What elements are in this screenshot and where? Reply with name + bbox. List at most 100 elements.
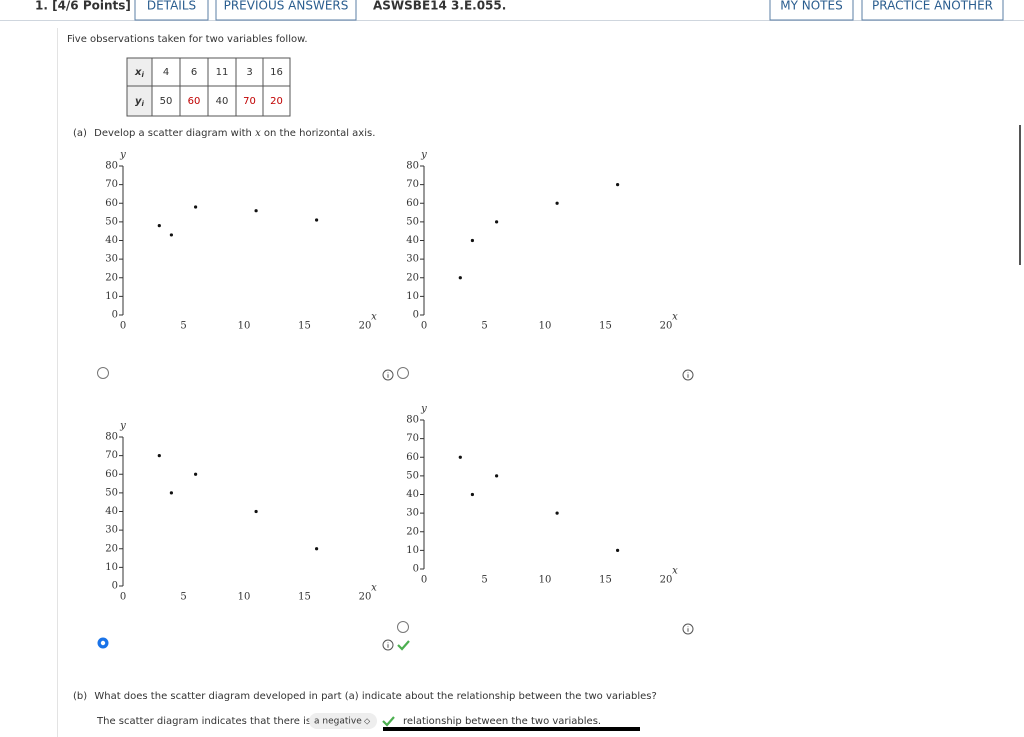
y-axis-label: y bbox=[420, 150, 427, 161]
table-value: 40 bbox=[216, 96, 229, 107]
radio[interactable] bbox=[397, 367, 409, 379]
y-tick-label: 50 bbox=[105, 487, 118, 498]
table-value: 4 bbox=[163, 67, 169, 78]
y-tick-label: 0 bbox=[112, 310, 118, 321]
x-tick-label: 5 bbox=[481, 575, 487, 586]
y-tick-label: 20 bbox=[406, 272, 419, 283]
x-tick-label: 0 bbox=[421, 575, 427, 586]
table-cell bbox=[262, 85, 291, 117]
part-text: on the horizontal axis. bbox=[264, 128, 376, 139]
y-tick-label: 0 bbox=[413, 310, 419, 321]
info-icon[interactable] bbox=[382, 639, 394, 651]
intro: Five observations taken for two variable… bbox=[67, 34, 308, 45]
header-button-label[interactable]: DETAILS bbox=[147, 0, 196, 13]
x-tick-label: 10 bbox=[539, 321, 552, 332]
part-text: Develop a scatter diagram with bbox=[94, 128, 252, 139]
y-tick-label: 30 bbox=[105, 525, 118, 536]
x-tick-label: 20 bbox=[359, 321, 372, 332]
part-b: (b) What does the scatter diagram develo… bbox=[73, 691, 657, 702]
y-tick-label: 10 bbox=[406, 545, 419, 556]
x-tick-label: 5 bbox=[481, 321, 487, 332]
radio[interactable] bbox=[97, 367, 109, 379]
header-button-label[interactable]: MY NOTES bbox=[780, 0, 842, 13]
x-tick-label: 10 bbox=[539, 575, 552, 586]
y-tick-label: 30 bbox=[406, 508, 419, 519]
x-tick-label: 15 bbox=[298, 321, 311, 332]
y-tick-label: 80 bbox=[406, 161, 419, 172]
info-icon[interactable] bbox=[682, 623, 694, 635]
y-tick-label: 50 bbox=[406, 470, 419, 481]
table-value: 3 bbox=[246, 67, 252, 78]
y-tick-label: 80 bbox=[406, 415, 419, 426]
x-tick-label: 5 bbox=[180, 321, 186, 332]
point bbox=[254, 509, 258, 514]
correct-check bbox=[397, 640, 410, 651]
header-button[interactable] bbox=[769, 0, 854, 21]
y-axis-label: y bbox=[119, 421, 126, 432]
y-tick-label: 60 bbox=[406, 198, 419, 209]
info-icon[interactable] bbox=[682, 369, 694, 381]
point bbox=[254, 209, 258, 213]
point bbox=[194, 472, 198, 476]
radio[interactable] bbox=[397, 621, 409, 633]
table-header-cell bbox=[126, 85, 153, 117]
header-button-label[interactable]: PRACTICE ANOTHER bbox=[872, 0, 993, 13]
table-row-label: yi bbox=[135, 96, 145, 108]
x-tick-label: 15 bbox=[298, 592, 311, 603]
table-value: 20 bbox=[270, 96, 283, 107]
x-tick-label: 5 bbox=[180, 592, 186, 603]
header-button-label[interactable]: PREVIOUS ANSWERS bbox=[224, 0, 349, 13]
point bbox=[495, 220, 499, 224]
answer-value[interactable]: a negative bbox=[314, 717, 362, 727]
point bbox=[458, 276, 462, 280]
y-tick-label: 60 bbox=[105, 198, 118, 209]
y-tick-label: 50 bbox=[105, 216, 118, 227]
table-value: 11 bbox=[216, 67, 229, 78]
table-value: 50 bbox=[160, 96, 173, 107]
y-tick-label: 60 bbox=[105, 469, 118, 480]
point bbox=[315, 547, 319, 551]
point bbox=[315, 218, 319, 222]
table-cell bbox=[262, 57, 291, 87]
point bbox=[616, 548, 620, 552]
question-code: ASWSBE14 3.E.055. bbox=[373, 0, 506, 13]
x-axis-label: x bbox=[672, 566, 678, 577]
dropdown-arrow: ◇ bbox=[364, 717, 371, 726]
point bbox=[169, 233, 173, 237]
y-tick-label: 70 bbox=[105, 450, 118, 461]
info-icon[interactable] bbox=[382, 369, 394, 381]
x-tick-label: 20 bbox=[359, 592, 372, 603]
table-cell bbox=[207, 85, 237, 117]
subscript: i bbox=[142, 100, 145, 108]
point bbox=[157, 224, 161, 228]
table-cell bbox=[235, 57, 264, 87]
question-number: 1. [4/6 Points] bbox=[35, 0, 131, 13]
y-tick-label: 0 bbox=[112, 581, 118, 592]
part-label: (b) bbox=[73, 691, 87, 702]
point bbox=[555, 201, 559, 205]
variable: x bbox=[134, 67, 142, 78]
y-tick-label: 20 bbox=[406, 526, 419, 537]
x-tick-label: 10 bbox=[238, 321, 251, 332]
correct-check bbox=[382, 716, 395, 727]
answer-dropdown[interactable] bbox=[309, 713, 377, 729]
y-tick-label: 70 bbox=[406, 179, 419, 190]
y-axis-label: y bbox=[420, 404, 427, 415]
y-tick-label: 10 bbox=[105, 562, 118, 573]
header-button[interactable] bbox=[861, 0, 1004, 21]
header-button[interactable] bbox=[134, 0, 209, 21]
table-value: 70 bbox=[243, 96, 256, 107]
table-value: 6 bbox=[191, 67, 197, 78]
answer-before: The scatter diagram indicates that there… bbox=[96, 716, 311, 727]
table-row-label: xi bbox=[134, 67, 144, 79]
variable: y bbox=[135, 96, 142, 107]
table-cell bbox=[179, 85, 209, 117]
point bbox=[157, 454, 161, 458]
header-button[interactable] bbox=[215, 0, 357, 21]
table-value: 16 bbox=[270, 67, 283, 78]
x-axis-label: x bbox=[672, 312, 678, 323]
point bbox=[470, 492, 474, 497]
y-tick-label: 70 bbox=[105, 179, 118, 190]
